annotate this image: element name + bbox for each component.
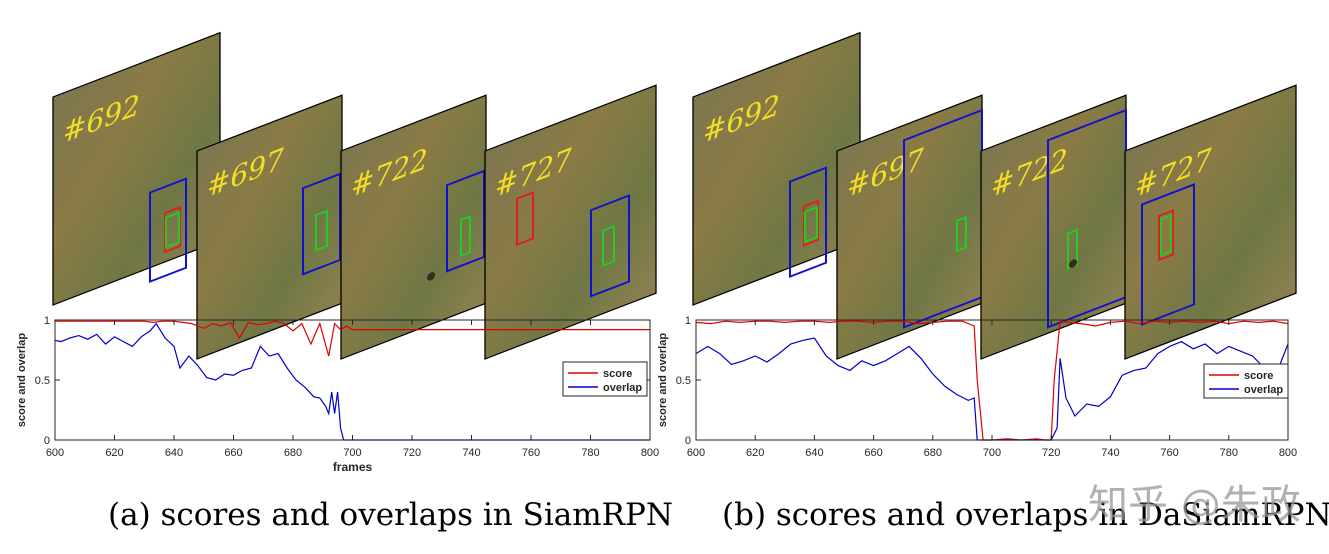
x-tick-label: 780: [1220, 447, 1238, 459]
x-tick-label: 760: [1160, 447, 1178, 459]
legend-label-score: score: [1244, 370, 1273, 382]
x-tick-label: 660: [224, 447, 242, 459]
ground-truth-box: [1160, 213, 1172, 257]
y-tick-label: 0: [44, 435, 50, 447]
y-axis-label: score and overlap: [657, 333, 669, 427]
x-tick-label: 660: [864, 447, 882, 459]
legend: score overlap: [1203, 363, 1289, 399]
y-tick-label: 1: [44, 315, 50, 327]
video-frames-a: #692 #697 #722 #727: [52, 31, 657, 360]
x-tick-label: 640: [805, 447, 823, 459]
ground-truth-box: [460, 214, 471, 258]
x-tick-label: 700: [343, 447, 361, 459]
tracker-box-blue: [446, 169, 485, 273]
series-line-overlap: [54, 322, 650, 441]
ground-truth-box: [165, 211, 180, 249]
legend-box: [562, 361, 648, 397]
x-tick-label: 620: [105, 447, 123, 459]
x-tick-label: 720: [1042, 447, 1060, 459]
legend-box: [1203, 363, 1289, 399]
legend-label-score: score: [603, 368, 632, 380]
tracker-box-blue: [149, 177, 187, 284]
x-axis-label: frames: [333, 460, 373, 474]
x-tick-label: 740: [1101, 447, 1119, 459]
tracker-box-blue: [789, 166, 827, 279]
plot-dasiamrpn: 600 620 640 660 680 700 720 740 760 780 800 0 0.5 1 sc…: [657, 315, 1297, 459]
series-line-score: [55, 320, 650, 357]
video-frame: #697: [196, 94, 343, 360]
x-tick-label: 620: [746, 447, 764, 459]
y-tick-label: 1: [685, 315, 691, 327]
x-tick-label: 720: [403, 447, 421, 459]
legend-label-overlap: overlap: [1244, 384, 1283, 396]
video-frame: #692: [692, 31, 861, 306]
ground-truth-box: [315, 209, 328, 252]
y-tick-label: 0.5: [676, 375, 691, 387]
target-object: [427, 272, 435, 281]
y-axis-label: score and overlap: [16, 333, 28, 427]
x-tick-label: 680: [284, 447, 302, 459]
target-object: [1069, 259, 1077, 268]
x-tick-label: 760: [522, 447, 540, 459]
x-tick-label: 780: [581, 447, 599, 459]
caption-siamrpn: (a) scores and overlaps in SiamRPN: [108, 497, 673, 533]
x-tick-label: 600: [687, 447, 705, 459]
video-frame: #697: [836, 94, 983, 360]
x-tick-label: 640: [165, 447, 183, 459]
x-tick-label: 680: [924, 447, 942, 459]
legend: score overlap: [562, 361, 648, 397]
y-tick-label: 0.5: [35, 375, 50, 387]
x-tick-label: 700: [983, 447, 1001, 459]
caption-dasiamrpn: (b) scores and overlaps in DaSiamRPN: [722, 497, 1329, 533]
watermark: 知乎 @朱政: [1088, 482, 1301, 528]
x-tick-label: 740: [462, 447, 480, 459]
ground-truth-box: [956, 215, 967, 253]
tracker-box-red: [1158, 209, 1174, 262]
tracker-box-blue: [1141, 183, 1195, 326]
video-frames-b: #692 #697 #722 #727: [692, 31, 1297, 360]
ground-truth-box: [602, 224, 615, 267]
video-frame: #727: [484, 84, 657, 360]
video-frame: #727: [1124, 84, 1297, 360]
tracker-box-blue: [302, 172, 341, 276]
video-frame: #722: [980, 94, 1127, 360]
tracker-box-red: [516, 191, 534, 247]
video-frame: #722: [340, 94, 487, 360]
plot-siamrpn: 600 620 640 660 680 700 720 740 760 780 800 0 0.5 1 fr…: [16, 315, 659, 474]
tracker-box-blue: [590, 194, 630, 298]
legend-label-overlap: overlap: [603, 382, 642, 394]
ground-truth-box: [804, 205, 818, 244]
x-tick-label: 600: [46, 447, 64, 459]
x-tick-label: 800: [641, 447, 659, 459]
video-frame: #692: [52, 31, 221, 306]
y-tick-label: 0: [685, 435, 691, 447]
x-tick-label: 800: [1279, 447, 1297, 459]
